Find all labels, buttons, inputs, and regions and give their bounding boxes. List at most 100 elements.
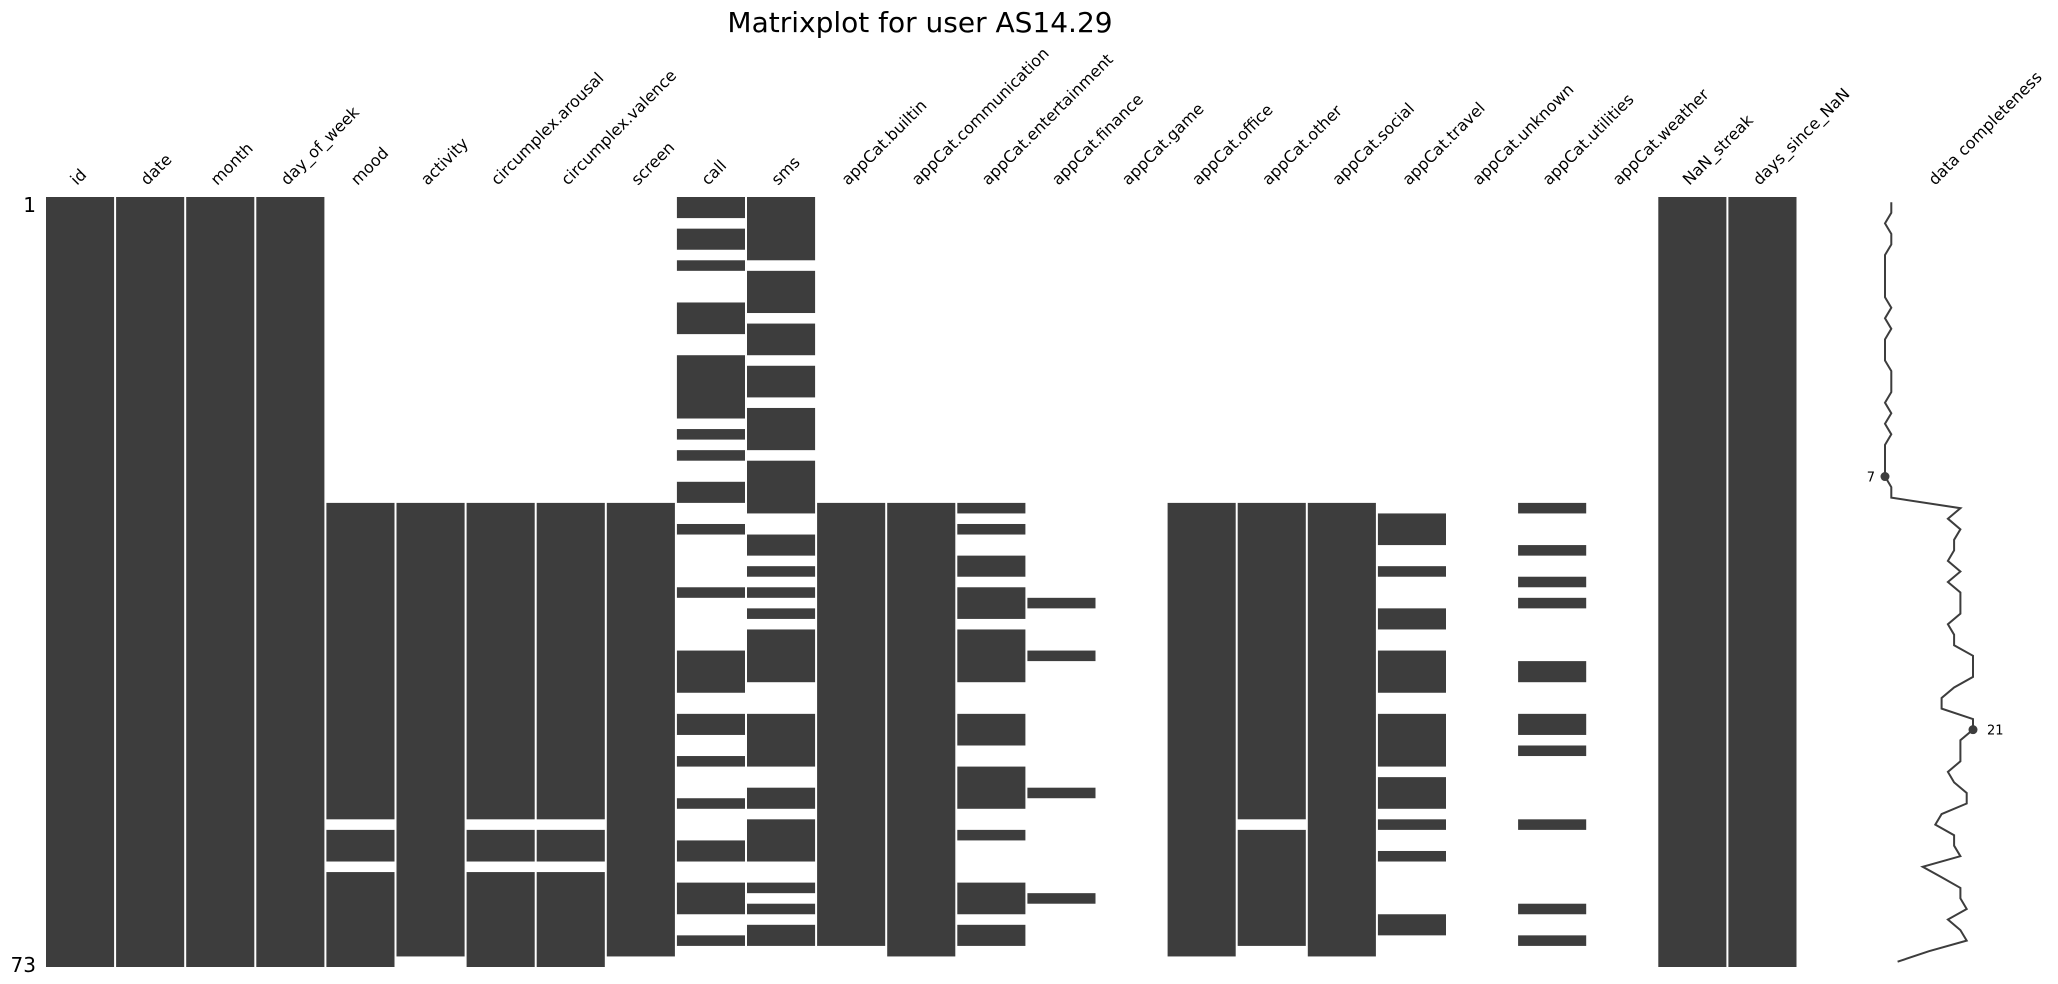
present-cell-block — [676, 650, 745, 693]
present-cell-block — [326, 872, 395, 967]
present-cell-block — [747, 629, 816, 683]
present-cell-block — [676, 197, 745, 219]
present-cell-block — [1167, 502, 1236, 957]
present-cell-block — [1377, 608, 1446, 630]
present-cell-block — [747, 270, 816, 314]
present-cell-block — [747, 460, 816, 514]
present-cell-block — [676, 260, 745, 271]
present-cell-block — [747, 365, 816, 398]
present-cell-block — [676, 429, 745, 440]
present-cell-block — [1027, 650, 1096, 662]
present-cell-block — [606, 502, 675, 957]
present-cell-block — [747, 819, 816, 862]
present-cell-block — [1307, 502, 1376, 957]
present-cell-block — [676, 840, 745, 862]
present-cell-block — [256, 197, 325, 967]
present-cell-block — [1377, 819, 1446, 830]
present-cell-block — [747, 787, 816, 809]
column-label: days_since_NaN — [1749, 84, 1854, 189]
present-cell-block — [747, 608, 816, 619]
present-cell-block — [747, 407, 816, 451]
present-cell-block — [957, 502, 1026, 514]
present-cell-block — [1518, 745, 1587, 757]
present-cell-block — [887, 502, 956, 957]
completeness-label: data completeness — [1924, 68, 2045, 189]
column-label: mood — [347, 143, 392, 188]
present-cell-block — [957, 882, 1026, 915]
chart-title: Matrixplot for user AS14.29 — [727, 6, 1112, 39]
row-label-last: 73 — [11, 953, 36, 977]
present-cell-block — [1027, 787, 1096, 799]
present-cell-block — [676, 450, 745, 461]
column-label: month — [207, 139, 257, 189]
present-cell-block — [1027, 597, 1096, 609]
present-cell-block — [957, 713, 1026, 746]
completeness-min-label: 7 — [1867, 471, 1875, 486]
present-cell-block — [1518, 597, 1587, 609]
present-cell-block — [957, 924, 1026, 946]
present-cell-block — [676, 228, 745, 250]
present-cell-block — [1518, 903, 1587, 915]
present-cell-block — [1377, 650, 1446, 693]
completeness-max-marker — [1968, 725, 1978, 735]
present-cell-block — [747, 566, 816, 577]
present-cell-block — [326, 502, 395, 820]
present-cell-block — [1728, 197, 1797, 967]
present-cell-block — [1027, 893, 1096, 904]
present-cell-block — [957, 829, 1026, 841]
column-label: id — [66, 165, 90, 189]
present-cell-block — [536, 829, 605, 862]
present-cell-block — [116, 197, 185, 967]
column-label: date — [137, 150, 176, 189]
column-label: circumplex.arousal — [487, 68, 607, 188]
present-cell-block — [1658, 197, 1727, 967]
completeness-max-label: 21 — [1987, 724, 2004, 739]
present-cell-block — [1518, 819, 1587, 830]
present-cell-block — [466, 502, 535, 820]
present-cell-block — [536, 872, 605, 967]
present-cell-block — [1518, 545, 1587, 556]
column-label: call — [697, 156, 730, 189]
present-cell-block — [326, 829, 395, 862]
present-cell-block — [396, 502, 465, 957]
present-cell-block — [747, 534, 816, 556]
present-cell-block — [957, 766, 1026, 809]
present-cell-block — [1518, 661, 1587, 683]
present-cell-block — [1518, 576, 1587, 588]
column-label: screen — [627, 138, 678, 189]
present-cell-block — [747, 882, 816, 894]
present-cell-block — [1377, 713, 1446, 767]
present-cell-block — [466, 872, 535, 967]
column-label: activity — [417, 134, 472, 189]
matrix-grid — [46, 197, 1797, 967]
present-cell-block — [676, 302, 745, 335]
present-cell-block — [1377, 850, 1446, 862]
completeness-min-marker — [1880, 472, 1890, 482]
present-cell-block — [676, 355, 745, 419]
present-cell-block — [747, 323, 816, 356]
present-cell-block — [1377, 914, 1446, 936]
present-cell-block — [747, 197, 816, 261]
present-cell-block — [676, 587, 745, 598]
present-cell-block — [817, 502, 886, 946]
present-cell-block — [676, 523, 745, 535]
present-cell-block — [1377, 777, 1446, 809]
column-label: appCat.communication — [908, 44, 1053, 189]
completeness-line — [1883, 202, 1974, 963]
present-cell-block — [46, 197, 115, 967]
present-cell-block — [466, 829, 535, 862]
present-cell-block — [957, 629, 1026, 683]
present-cell-block — [747, 924, 816, 946]
row-label-first: 1 — [23, 193, 36, 217]
present-cell-block — [957, 555, 1026, 577]
present-cell-block — [1518, 713, 1587, 735]
column-label: NaN_streak — [1679, 110, 1758, 189]
column-label: appCat.entertainment — [978, 50, 1117, 189]
present-cell-block — [1377, 566, 1446, 577]
present-cell-block — [1377, 513, 1446, 546]
column-label: sms — [767, 153, 803, 189]
present-cell-block — [676, 798, 745, 809]
present-cell-block — [676, 882, 745, 915]
